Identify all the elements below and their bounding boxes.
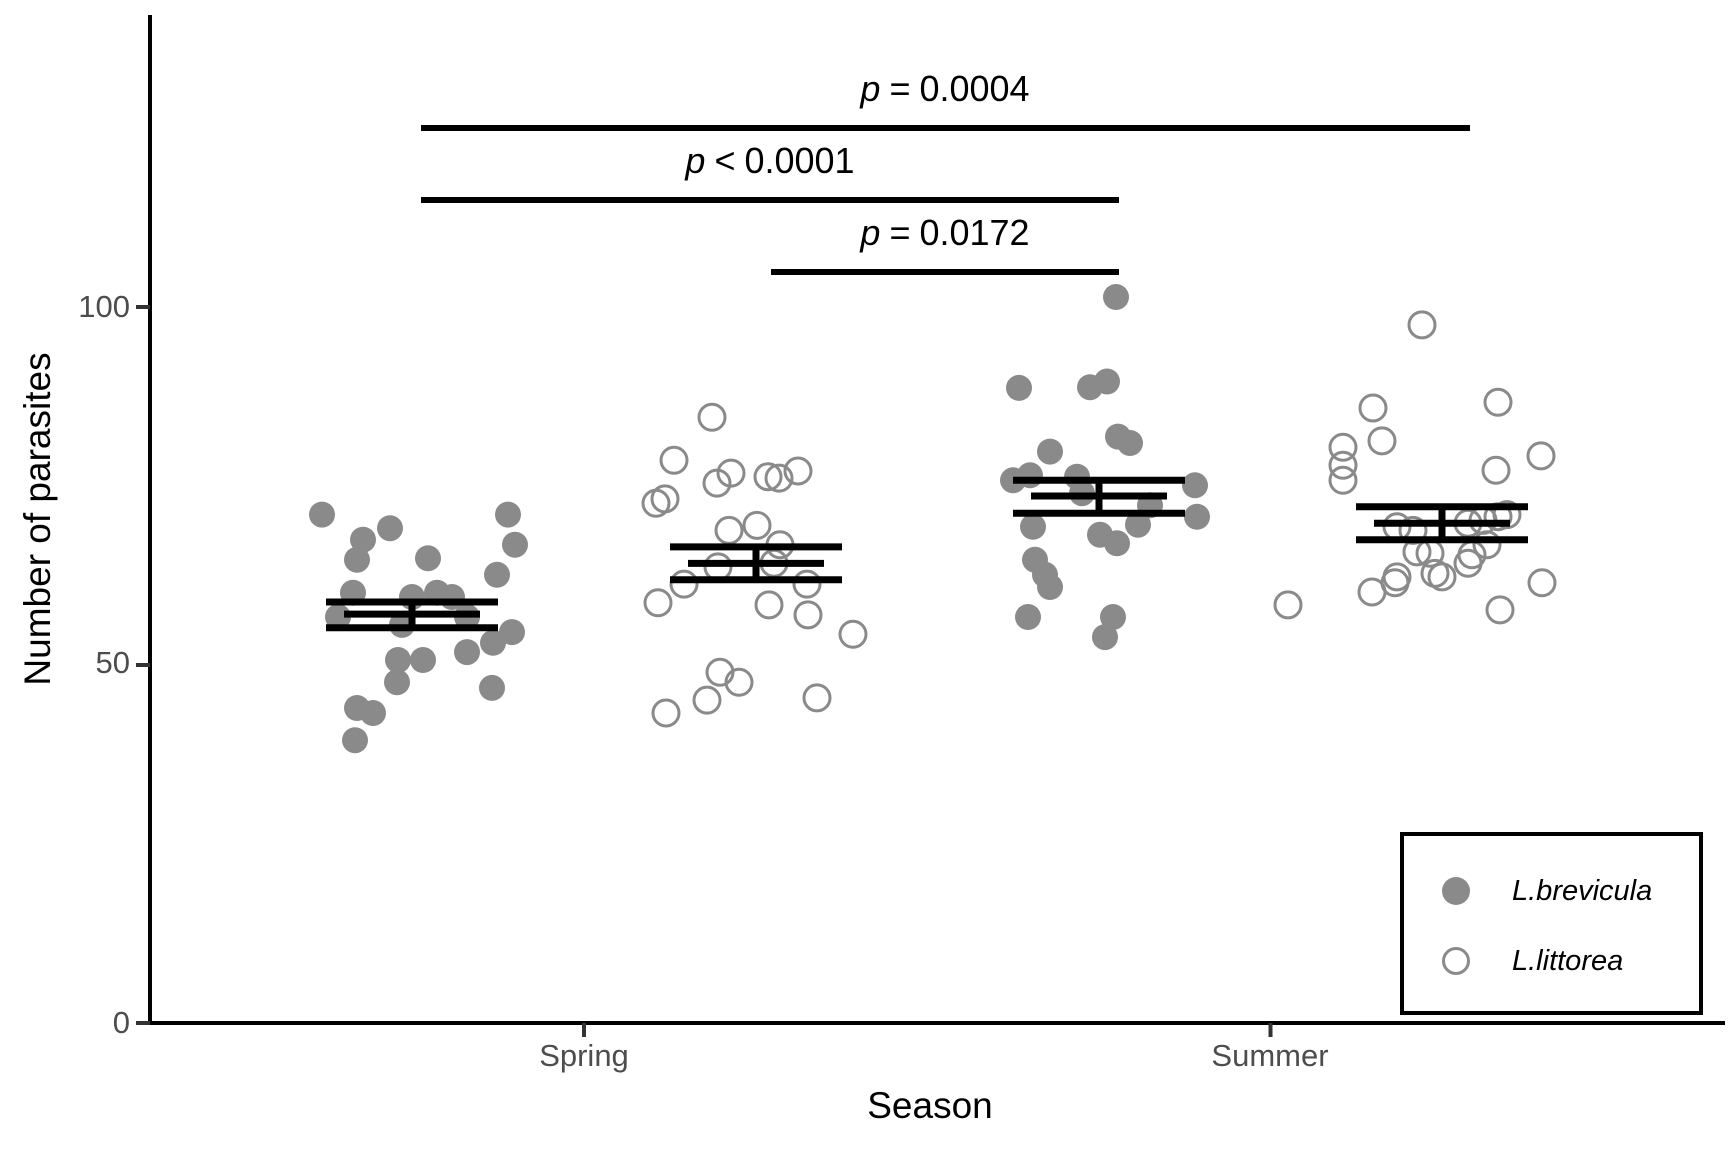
data-point-brevicula <box>495 501 521 528</box>
data-point-brevicula <box>1020 513 1046 540</box>
data-point-brevicula <box>325 604 351 630</box>
data-point-littorea <box>742 510 772 540</box>
data-point-brevicula <box>309 501 335 528</box>
data-point-littorea <box>702 468 732 498</box>
data-point-brevicula <box>344 546 370 573</box>
filled-circle-icon <box>1442 877 1470 905</box>
data-point-brevicula <box>1125 511 1151 538</box>
data-point-brevicula <box>342 727 368 754</box>
data-point-littorea <box>697 402 727 432</box>
data-point-littorea <box>650 484 680 514</box>
p-number: 0.0004 <box>919 68 1030 109</box>
legend-entry-brevicula: L.brevicula <box>1442 870 1652 912</box>
data-point-littorea <box>1273 590 1303 620</box>
y-tick-label-100: 100 <box>78 289 130 324</box>
legend-label-brevicula: L.brevicula <box>1512 874 1653 907</box>
x-tick-label-spring: Spring <box>539 1038 629 1073</box>
data-point-brevicula <box>1037 574 1063 600</box>
data-point-brevicula <box>1117 430 1143 456</box>
p-symbol: p <box>685 140 706 181</box>
data-point-brevicula <box>385 647 411 673</box>
data-point-brevicula <box>480 629 506 656</box>
data-point-brevicula <box>1006 374 1032 401</box>
data-point-littorea <box>1328 450 1358 480</box>
data-point-brevicula <box>384 669 410 696</box>
p-number: 0.0001 <box>744 140 855 181</box>
data-point-littorea <box>1485 595 1515 625</box>
data-point-brevicula <box>1017 462 1043 489</box>
data-point-littorea <box>1526 441 1556 471</box>
data-point-littorea <box>703 552 733 582</box>
data-point-brevicula <box>1092 624 1118 651</box>
data-point-littorea <box>1481 455 1511 485</box>
data-point-littorea <box>669 569 699 599</box>
data-point-brevicula <box>484 561 510 588</box>
data-point-littorea <box>643 588 673 618</box>
x-axis-title: Season <box>867 1085 993 1126</box>
data-point-littorea <box>1358 393 1388 423</box>
data-point-brevicula <box>360 700 386 726</box>
data-point-littorea <box>764 463 794 493</box>
data-point-littorea <box>792 569 822 599</box>
p-operator: = <box>889 212 911 253</box>
data-point-littorea <box>714 515 744 545</box>
data-point-brevicula <box>1103 284 1129 310</box>
legend-box: L.brevicula L.littorea <box>1400 832 1703 1015</box>
p-value-label-0172: p = 0.0172 <box>795 212 1095 254</box>
open-circle-icon <box>1442 947 1470 975</box>
data-point-littorea <box>802 683 832 713</box>
data-point-brevicula <box>1037 438 1063 465</box>
data-point-brevicula <box>479 674 505 701</box>
data-point-littorea <box>753 462 783 492</box>
data-point-littorea <box>1357 577 1387 607</box>
data-point-brevicula <box>499 619 525 646</box>
data-point-littorea <box>754 590 784 620</box>
p-number: 0.0172 <box>919 212 1030 253</box>
data-point-littorea <box>724 667 754 697</box>
data-point-littorea <box>692 685 722 715</box>
data-point-brevicula <box>1094 368 1120 395</box>
p-value-label-0001: p <0.0001 <box>620 140 920 182</box>
p-symbol: p <box>860 212 881 253</box>
data-point-littorea <box>1398 515 1428 545</box>
data-point-brevicula <box>377 515 403 542</box>
data-point-littorea <box>1492 500 1522 530</box>
data-point-brevicula <box>454 639 480 666</box>
data-point-brevicula <box>1104 530 1130 557</box>
y-tick-label-50: 50 <box>95 645 130 680</box>
data-point-littorea <box>651 698 681 728</box>
p-symbol: p <box>860 68 881 109</box>
data-point-littorea <box>1407 310 1437 340</box>
p-operator: < <box>714 140 736 181</box>
data-point-littorea <box>1427 562 1457 592</box>
legend-label-littorea: L.littorea <box>1512 944 1624 977</box>
y-axis-title: Number of parasites <box>17 352 58 686</box>
data-point-brevicula <box>1184 503 1210 530</box>
data-point-brevicula <box>1100 604 1126 630</box>
legend-entry-littorea: L.littorea <box>1442 940 1623 982</box>
data-point-brevicula <box>502 531 528 558</box>
data-point-brevicula <box>410 647 436 673</box>
y-tick-label-0: 0 <box>112 1005 130 1040</box>
data-point-littorea <box>1483 387 1513 417</box>
data-point-littorea <box>1453 548 1483 578</box>
data-point-littorea <box>783 456 813 486</box>
x-tick-label-summer: Summer <box>1211 1038 1329 1073</box>
data-point-littorea <box>659 445 689 475</box>
data-point-littorea <box>1527 568 1557 598</box>
p-value-label-0004: p = 0.0004 <box>795 68 1095 110</box>
data-point-littorea <box>1328 432 1358 462</box>
data-point-littorea <box>1367 426 1397 456</box>
data-point-brevicula <box>1182 472 1208 499</box>
data-point-littorea <box>838 619 868 649</box>
data-point-brevicula <box>350 526 376 553</box>
data-point-brevicula <box>415 545 441 572</box>
data-point-littorea <box>1328 465 1358 495</box>
data-point-brevicula <box>1015 604 1041 630</box>
data-point-littorea <box>1472 530 1502 560</box>
data-point-littorea <box>793 600 823 630</box>
p-operator: = <box>889 68 911 109</box>
